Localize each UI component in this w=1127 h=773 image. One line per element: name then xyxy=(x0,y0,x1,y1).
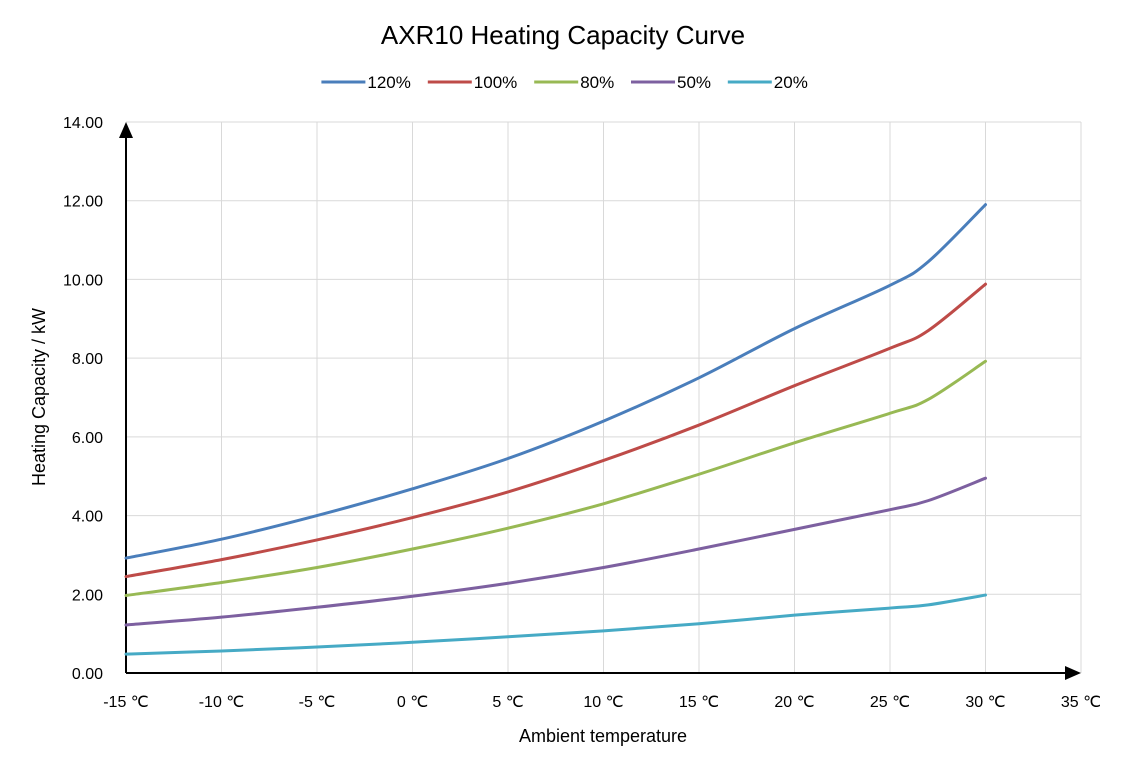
x-tick-label: 5 ℃ xyxy=(492,694,523,711)
y-tick-label: 12.00 xyxy=(63,194,103,211)
x-tick-label: -10 ℃ xyxy=(199,694,245,711)
axes xyxy=(119,122,1081,680)
x-axis-arrowhead xyxy=(1065,666,1081,680)
x-tick-label: 25 ℃ xyxy=(870,694,910,711)
x-tick-label: -15 ℃ xyxy=(103,694,149,711)
legend-label: 120% xyxy=(367,73,410,92)
legend-item-80pct: 80% xyxy=(534,73,614,92)
series-line-80pct xyxy=(124,359,987,597)
legend-item-50pct: 50% xyxy=(631,73,711,92)
series-lines xyxy=(124,203,987,656)
y-tick-labels: 0.00 2.00 4.00 6.00 8.00 10.00 12.00 14.00 xyxy=(63,115,103,683)
legend-label: 100% xyxy=(474,73,517,92)
x-tick-label: 0 ℃ xyxy=(397,694,428,711)
series-line-120pct xyxy=(124,203,987,560)
y-tick-label: 14.00 xyxy=(63,115,103,132)
series-line-20pct xyxy=(124,593,987,656)
y-tick-label: 6.00 xyxy=(72,430,103,447)
x-tick-labels: -15 ℃ -10 ℃ -5 ℃ 0 ℃ 5 ℃ 10 ℃ 15 ℃ 20 ℃ 25 ℃ 30 ℃… xyxy=(103,694,1101,711)
chart-title: AXR10 Heating Capacity Curve xyxy=(381,20,745,50)
x-tick-label: -5 ℃ xyxy=(299,694,336,711)
y-tick-label: 4.00 xyxy=(72,509,103,526)
y-tick-label: 8.00 xyxy=(72,351,103,368)
x-tick-label: 10 ℃ xyxy=(583,694,623,711)
y-tick-label: 2.00 xyxy=(72,587,103,604)
x-tick-label: 35 ℃ xyxy=(1061,694,1101,711)
legend-label: 20% xyxy=(774,73,808,92)
y-tick-label: 0.00 xyxy=(72,666,103,683)
y-tick-label: 10.00 xyxy=(63,272,103,289)
grid xyxy=(126,121,1082,673)
series-line-100pct xyxy=(124,282,987,579)
series-line-50pct xyxy=(124,476,987,627)
x-tick-label: 30 ℃ xyxy=(965,694,1005,711)
legend-item-120pct: 120% xyxy=(321,73,411,92)
x-tick-label: 20 ℃ xyxy=(774,694,814,711)
legend-item-100pct: 100% xyxy=(427,73,517,92)
legend: 120% 100% 80% 50% 20% xyxy=(321,73,808,92)
y-axis-title: Heating Capacity / kW xyxy=(29,308,49,486)
legend-label: 50% xyxy=(677,73,711,92)
x-tick-label: 15 ℃ xyxy=(679,694,719,711)
legend-item-20pct: 20% xyxy=(727,73,808,92)
legend-label: 80% xyxy=(580,73,614,92)
y-axis-arrowhead xyxy=(119,122,133,138)
x-axis-title: Ambient temperature xyxy=(519,726,687,746)
